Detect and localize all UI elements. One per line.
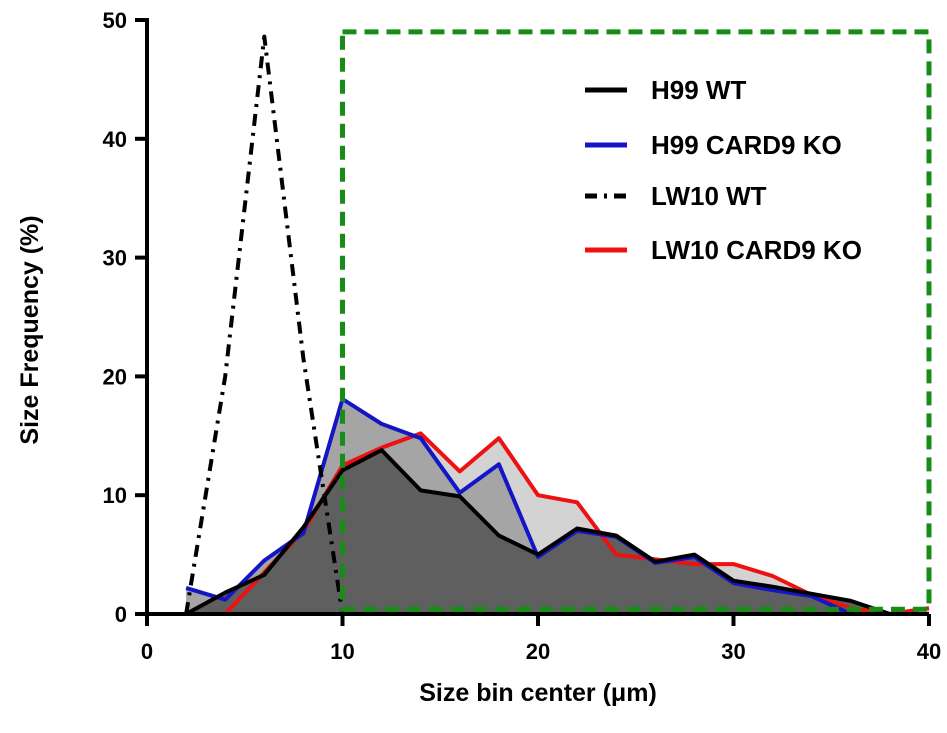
x-tick-label-40: 40 <box>917 639 941 664</box>
legend-label-lw10-card9-ko: LW10 CARD9 KO <box>651 235 862 265</box>
legend: H99 WT H99 CARD9 KO LW10 WT LW10 CARD9 KO <box>585 75 862 265</box>
x-tick-label-10: 10 <box>330 639 354 664</box>
x-tick-label-30: 30 <box>721 639 745 664</box>
y-tick-label-50: 50 <box>103 8 127 33</box>
y-tick-label-0: 0 <box>115 602 127 627</box>
legend-label-h99-wt: H99 WT <box>651 75 746 105</box>
series-fills <box>186 399 929 614</box>
y-tick-label-10: 10 <box>103 483 127 508</box>
y-axis-title: Size Frequency (%) <box>16 215 44 444</box>
legend-label-h99-card9-ko: H99 CARD9 KO <box>651 130 842 160</box>
x-tick-label-0: 0 <box>141 639 153 664</box>
x-axis-title: Size bin center (μm) <box>419 679 657 707</box>
x-tick-label-20: 20 <box>526 639 550 664</box>
y-tick-label-30: 30 <box>103 246 127 271</box>
legend-label-lw10-wt: LW10 WT <box>651 181 767 211</box>
y-tick-label-40: 40 <box>103 127 127 152</box>
y-tick-label-20: 20 <box>103 364 127 389</box>
